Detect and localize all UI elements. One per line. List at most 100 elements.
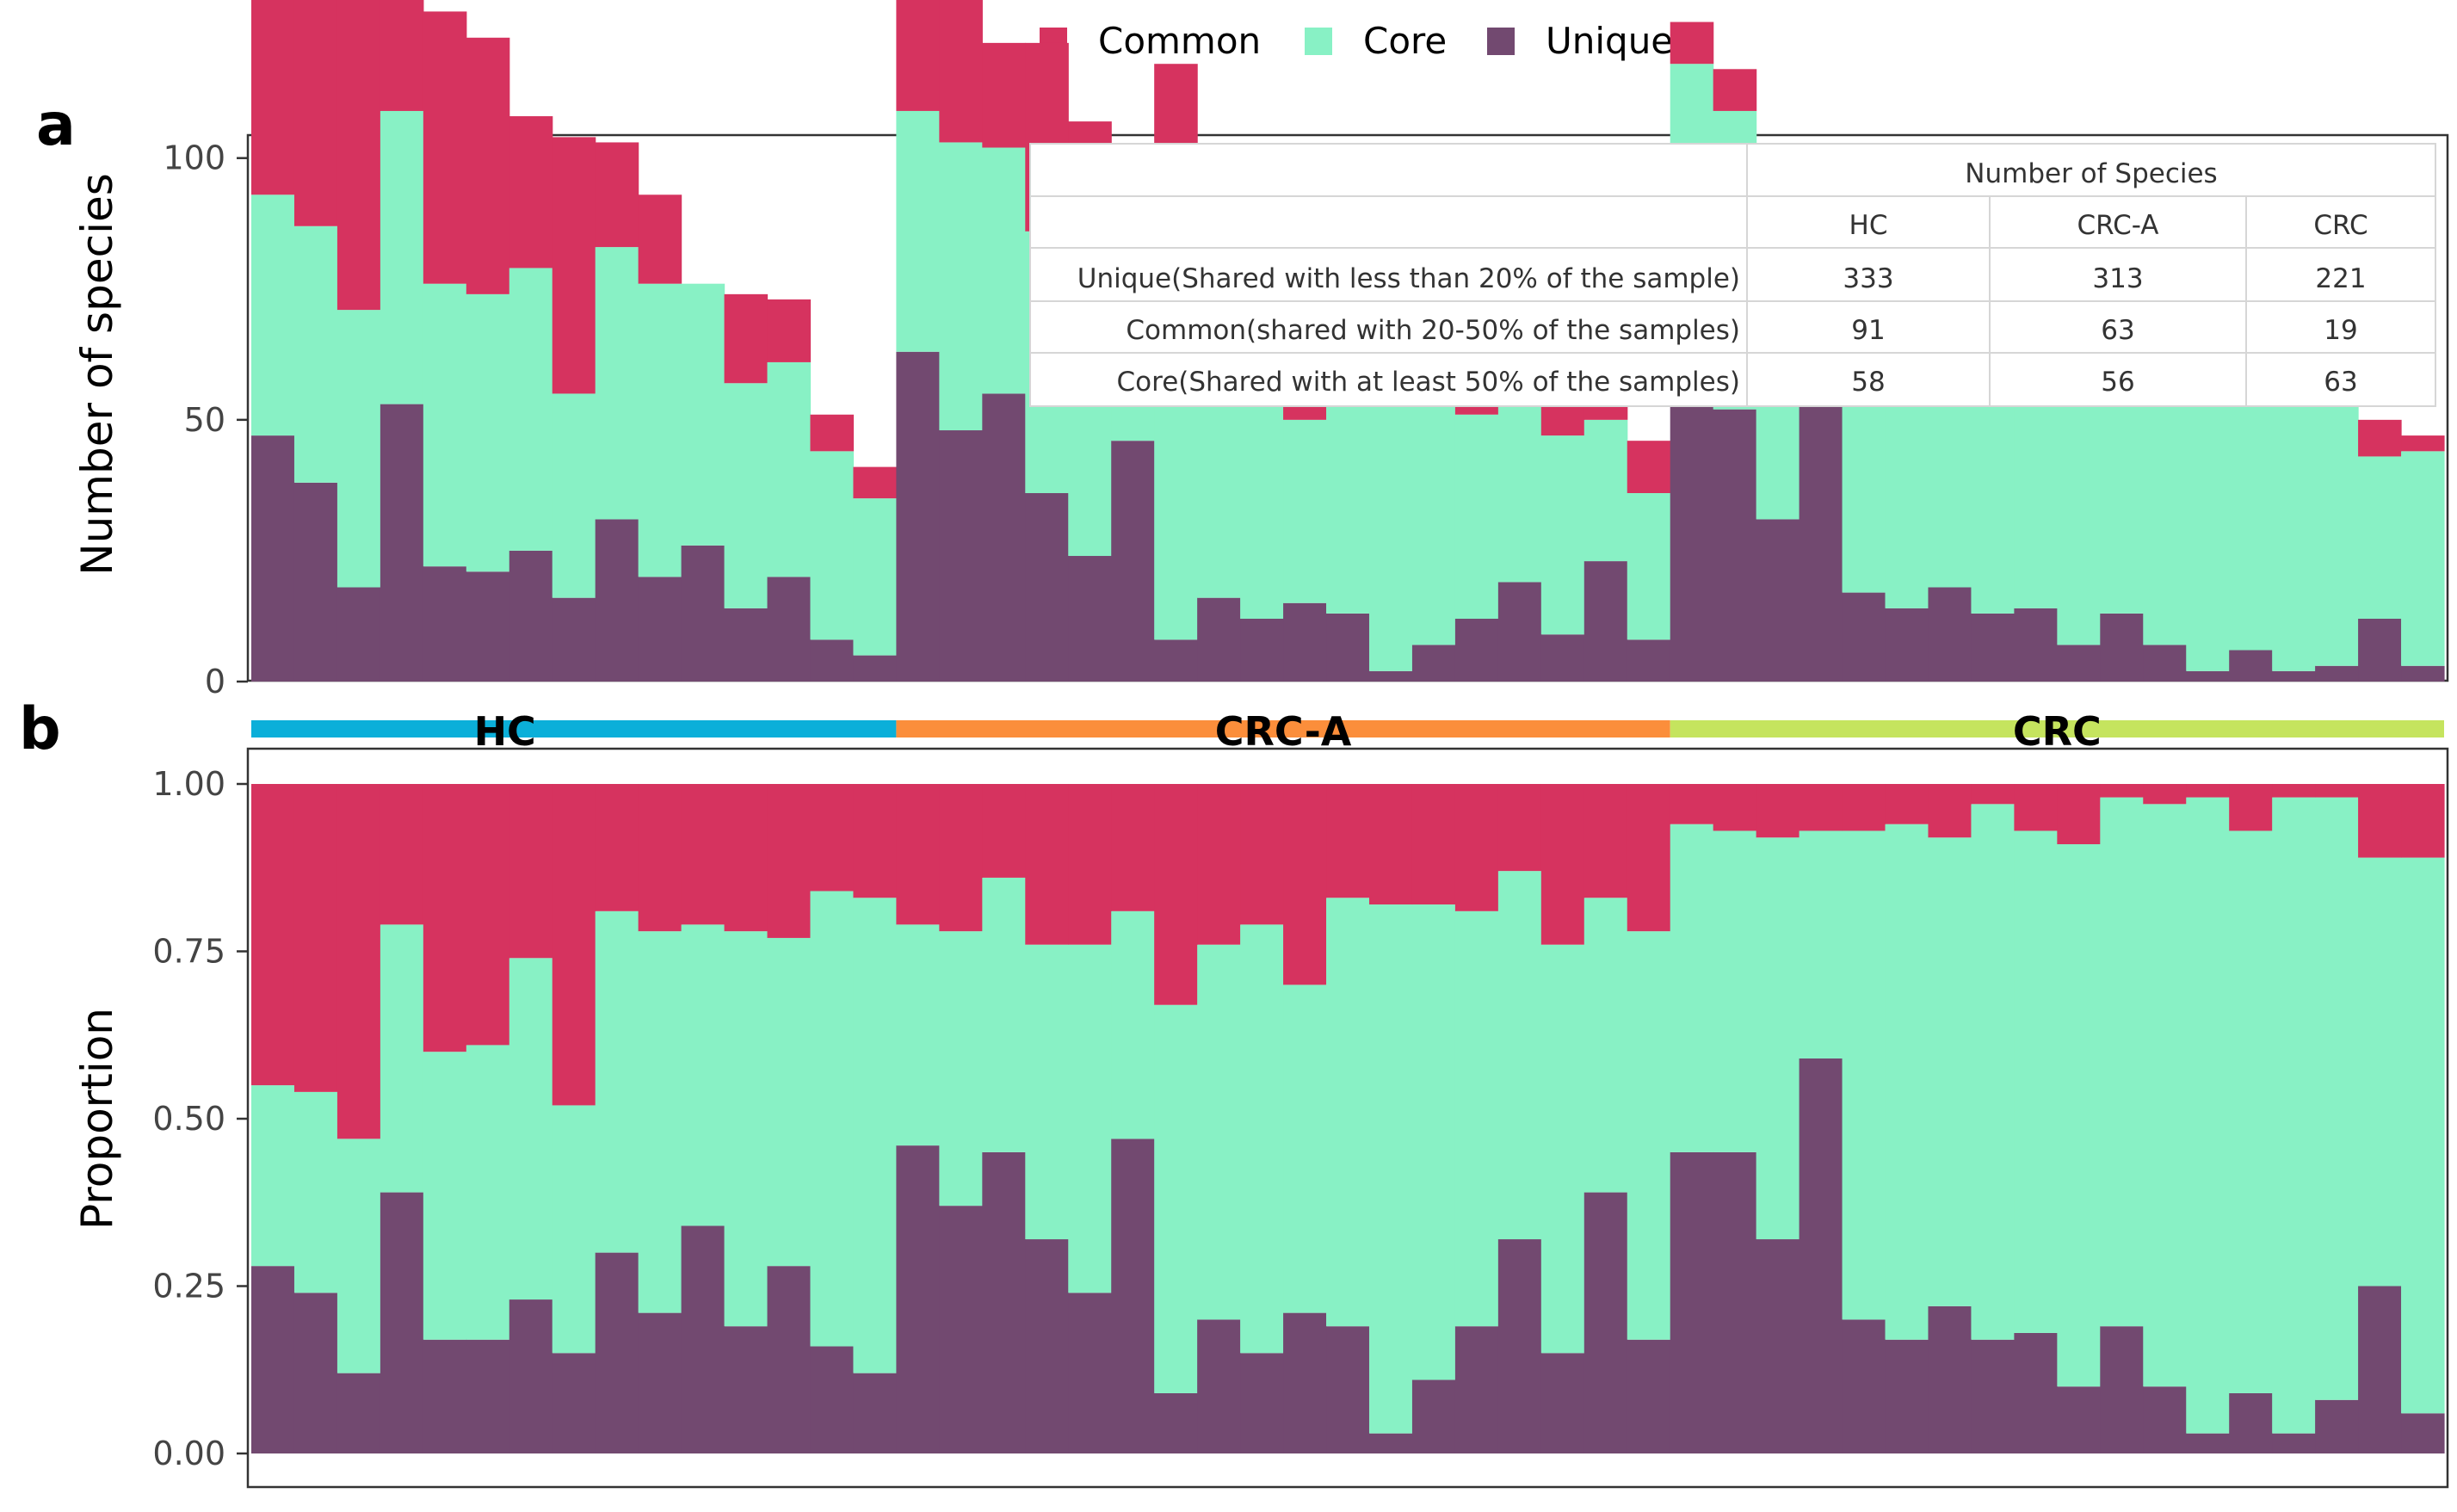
bar-unique-0-28 (1454, 619, 1499, 682)
bar-core-0-6 (509, 268, 553, 551)
bar-unique-1-5 (466, 1339, 510, 1453)
bar-core-1-3 (380, 924, 424, 1193)
bar-core-0-30 (1540, 435, 1585, 635)
group-bar: HC CRC-A CRC (251, 708, 2444, 755)
table-cell: 63 (2324, 367, 2357, 398)
table-cell: 333 (1843, 263, 1893, 294)
bar-core-1-9 (638, 931, 682, 1313)
bar-common-0-5 (466, 37, 510, 294)
bar-common-0-14 (853, 466, 898, 499)
bar-unique-1-7 (552, 1353, 596, 1453)
bar-common-1-22 (1197, 784, 1241, 945)
bar-unique-0-9 (638, 577, 682, 682)
bar-common-1-17 (982, 784, 1026, 878)
bar-unique-1-34 (1713, 1151, 1757, 1453)
bar-common-0-15 (896, 0, 940, 111)
bar-common-1-16 (939, 784, 983, 932)
bar-common-1-38 (1885, 784, 1929, 824)
group-label-2: CRC (2013, 708, 2102, 755)
panel-a-ylabel: Number of species (72, 173, 122, 576)
bar-common-1-44 (2143, 784, 2187, 805)
bar-core-1-33 (1670, 824, 1714, 1152)
bar-core-1-32 (1627, 931, 1671, 1340)
bar-unique-1-14 (853, 1373, 898, 1453)
group-bar-0 (251, 720, 897, 737)
bar-unique-1-33 (1670, 1151, 1714, 1453)
bar-common-0-16 (939, 0, 983, 143)
bar-core-1-19 (1068, 944, 1112, 1293)
bar-core-0-8 (595, 247, 639, 520)
bar-common-1-1 (293, 784, 338, 1092)
table-row-core-label: Core(Shared with at least 50% of the sam… (1117, 367, 1740, 398)
bar-unique-0-22 (1197, 597, 1241, 682)
bar-unique-0-6 (509, 550, 553, 682)
bar-unique-1-44 (2143, 1386, 2187, 1453)
table-cell: 63 (2101, 315, 2134, 346)
bar-core-0-50 (2401, 451, 2445, 666)
bar-common-1-10 (681, 784, 725, 925)
bar-core-1-14 (853, 898, 898, 1373)
bar-unique-1-30 (1540, 1353, 1585, 1453)
bar-unique-0-32 (1627, 639, 1671, 682)
bar-unique-0-8 (595, 519, 639, 682)
bar-common-0-12 (767, 299, 812, 362)
table-row-common-label: Common(shared with 20-50% of the samples… (1126, 315, 1740, 346)
ytick-label-0-1: 50 (184, 401, 225, 439)
bar-unique-0-26 (1368, 670, 1413, 682)
bar-unique-0-19 (1068, 556, 1112, 682)
bar-unique-0-11 (724, 608, 769, 682)
bar-unique-1-41 (2014, 1332, 2058, 1453)
bar-core-1-7 (552, 1105, 596, 1354)
bar-core-0-26 (1368, 393, 1413, 671)
bar-core-1-23 (1240, 924, 1284, 1354)
bar-unique-1-17 (982, 1151, 1026, 1453)
bar-common-0-9 (638, 194, 682, 284)
bar-unique-1-28 (1454, 1326, 1499, 1453)
bar-unique-1-45 (2186, 1433, 2230, 1453)
bar-unique-0-17 (982, 393, 1026, 682)
bar-common-1-32 (1627, 784, 1671, 932)
bar-core-1-48 (2315, 797, 2359, 1400)
bar-core-0-5 (466, 293, 510, 572)
bar-unique-0-33 (1670, 388, 1714, 682)
table-cell: 58 (1851, 367, 1885, 398)
bar-common-1-4 (423, 784, 467, 1052)
bar-common-0-7 (552, 137, 596, 394)
ytick-label-0-2: 100 (163, 139, 225, 177)
bar-core-1-18 (1025, 944, 1069, 1240)
bar-common-1-39 (1928, 784, 1972, 838)
bar-common-1-48 (2315, 784, 2359, 798)
bar-common-1-7 (552, 784, 596, 1106)
bar-common-1-36 (1799, 784, 1843, 831)
bar-common-1-46 (2229, 784, 2273, 831)
bar-unique-0-35 (1756, 519, 1800, 682)
bar-core-1-49 (2358, 857, 2402, 1287)
bar-core-1-11 (724, 931, 769, 1327)
bar-unique-1-16 (939, 1206, 983, 1453)
bar-core-1-39 (1928, 837, 1972, 1306)
bar-unique-1-27 (1411, 1379, 1456, 1453)
bar-core-0-32 (1627, 493, 1671, 640)
bar-common-1-15 (896, 784, 940, 925)
bar-core-1-41 (2014, 830, 2058, 1333)
bar-unique-0-30 (1540, 634, 1585, 682)
bar-core-0-9 (638, 283, 682, 577)
bar-core-1-43 (2100, 797, 2144, 1327)
bar-unique-0-15 (896, 351, 940, 682)
bar-core-1-12 (767, 937, 812, 1267)
bar-core-1-25 (1326, 898, 1370, 1327)
bar-core-1-2 (336, 1139, 381, 1373)
bar-unique-0-24 (1283, 602, 1327, 682)
bar-common-0-6 (509, 116, 553, 268)
bar-common-1-3 (380, 784, 424, 925)
panel-b-ylabel: Proportion (72, 1008, 122, 1230)
bar-unique-0-47 (2272, 670, 2316, 682)
table-title: Number of Species (1965, 158, 2217, 189)
bar-core-1-46 (2229, 830, 2273, 1393)
legend: Common Core Unique (1040, 20, 1673, 62)
bar-core-1-36 (1799, 830, 1843, 1058)
bar-unique-1-18 (1025, 1239, 1069, 1453)
bar-unique-0-16 (939, 430, 983, 682)
bar-unique-1-47 (2272, 1433, 2316, 1453)
legend-label-common: Common (1098, 20, 1261, 62)
